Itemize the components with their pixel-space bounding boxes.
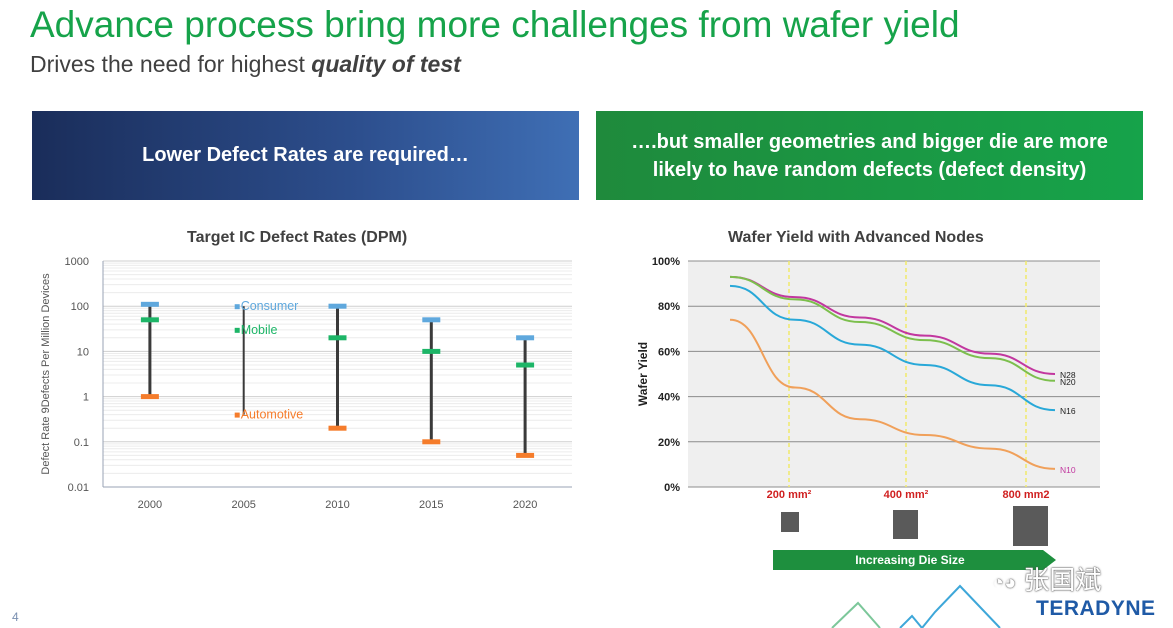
increasing-die-size-arrow: [773, 550, 1056, 570]
increasing-die-size-label: Increasing Die Size: [855, 553, 965, 567]
slide-title: Advance process bring more challenges fr…: [30, 4, 960, 45]
yield-x-tick-label: 200 mm²: [767, 489, 812, 501]
logo-mountain-green-icon: [831, 601, 881, 628]
yield-y-tick-label: 100%: [652, 256, 680, 268]
banner-lower-defect-rates: Lower Defect Rates are required…: [32, 111, 579, 200]
yield-chart-title: Wafer Yield with Advanced Nodes: [728, 229, 984, 246]
defect-marker-mobile: [422, 348, 441, 354]
die-size-square-small: [781, 512, 799, 532]
yield-x-tick-label: 400 mm²: [884, 489, 929, 501]
defect-y-tick-label: 0.01: [68, 482, 89, 494]
defect-marker-mobile: [516, 362, 535, 368]
defect-y-tick-label: 1000: [65, 256, 89, 268]
defect-x-tick-label: 2015: [419, 499, 443, 511]
defect-y-tick-label: 1: [83, 392, 89, 404]
defect-x-tick-label: 2020: [513, 499, 537, 511]
defect-x-tick-label: 2010: [325, 499, 349, 511]
defect-marker-consumer: [140, 301, 159, 307]
yield-line-label-n16: N16: [1060, 406, 1076, 416]
legend-label-automotive: Automotive: [241, 408, 304, 422]
defect-x-tick-label: 2000: [138, 499, 162, 511]
defect-marker-automotive: [328, 425, 347, 431]
yield-line-label-n10: N10: [1060, 465, 1076, 475]
wafer-yield-chart: Wafer Yield 100% 80% 60% 40% 20% 0% 200 mm² 400…: [636, 256, 1100, 628]
yield-y-tick-label: 80%: [658, 301, 680, 313]
yield-line-label-n20: N20: [1060, 377, 1076, 387]
die-size-square-large: [1013, 506, 1048, 546]
yield-y-tick-label: 0%: [664, 482, 680, 494]
defect-y-tick-label: 0.1: [74, 437, 89, 449]
defect-marker-consumer: [516, 335, 535, 341]
yield-x-tick-label: 800 mm2: [1002, 489, 1049, 501]
defect-rate-chart: Defect Rate 9Defects Per Million Devices…: [40, 256, 572, 511]
defect-chart-title: Target IC Defect Rates (DPM): [187, 229, 408, 246]
page-number: 4: [12, 610, 19, 624]
slide-subtitle: Drives the need for highest quality of t…: [30, 51, 461, 78]
logo-mountain-blue-icon: [899, 584, 1001, 628]
banner-random-defects: ….but smaller geometries and bigger die …: [596, 111, 1143, 200]
legend-label-mobile: Mobile: [241, 323, 278, 337]
yield-y-tick-label: 60%: [658, 346, 680, 358]
legend-marker-automotive: [234, 412, 240, 418]
yield-y-tick-label: 40%: [658, 392, 680, 404]
defect-marker-automotive: [516, 452, 535, 458]
watermark: ◔◕ 张国斌: [992, 560, 1101, 597]
yield-line-n28: [729, 275, 1056, 375]
defect-y-tick-label: 10: [77, 346, 89, 358]
die-size-square-medium: [893, 510, 918, 539]
yield-plot-area: [688, 261, 1100, 487]
defect-marker-consumer: [328, 303, 347, 309]
yield-y-tick-label: 20%: [658, 437, 680, 449]
legend-label-consumer: Consumer: [241, 299, 299, 313]
yield-chart-y-axis-label: Wafer Yield: [636, 342, 650, 406]
defect-marker-mobile: [140, 317, 159, 323]
subtitle-emphasis: quality of test: [311, 51, 461, 77]
legend-marker-consumer: [234, 304, 240, 310]
yield-line-label-n28: N28: [1060, 370, 1076, 380]
yield-line-n10: [729, 318, 1056, 470]
defect-marker-automotive: [140, 394, 159, 400]
legend-marker-mobile: [234, 327, 240, 333]
subtitle-prefix: Drives the need for highest: [30, 51, 312, 77]
defect-y-tick-label: 100: [71, 301, 89, 313]
teradyne-logo: TERADYNE: [1036, 597, 1156, 620]
yield-line-n16: [729, 284, 1056, 412]
defect-marker-mobile: [328, 335, 347, 341]
defect-marker-consumer: [422, 317, 441, 323]
defect-chart-y-axis-label: Defect Rate 9Defects Per Million Devices: [40, 273, 52, 475]
defect-x-tick-label: 2005: [231, 499, 255, 511]
wechat-icon: ◔◕: [992, 572, 1017, 594]
defect-marker-automotive: [422, 439, 441, 445]
watermark-text: 张国斌: [1023, 565, 1102, 595]
yield-line-n20: [729, 275, 1056, 382]
